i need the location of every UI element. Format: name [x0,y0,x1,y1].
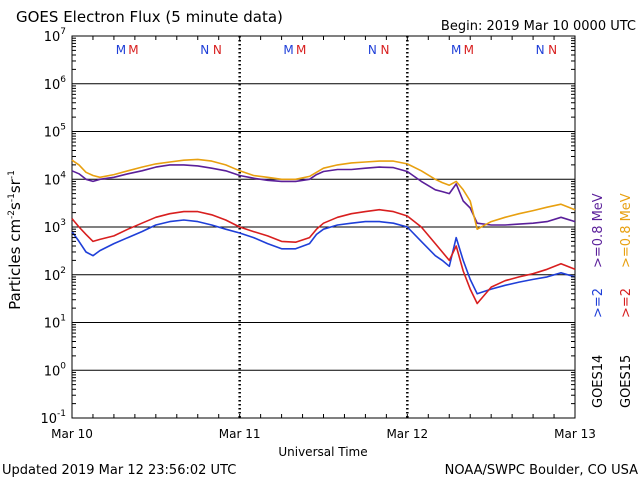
y-tick-base: 10 [44,173,61,188]
series-line [71,158,576,230]
y-tick-label: 10-1 [40,409,66,427]
series-line [71,164,576,226]
y-tick-label: 107 [44,27,66,45]
x-tick-label: Mar 12 [386,427,428,441]
y-tick-base: 10 [44,317,61,332]
y-axis-label-exp2: -1 [7,193,17,202]
x-tick-label: Mar 13 [554,427,596,441]
series-lines [71,158,576,305]
y-tick-label: 103 [44,218,66,236]
mn-marker: N [380,43,389,57]
y-axis-label-end: sr [6,178,24,193]
chart-title: GOES Electron Flux (5 minute data) [16,8,283,26]
legend-goes14-2mev: >=2 [591,288,606,318]
y-tick-exponent: 5 [60,123,66,133]
mn-marker: N [200,43,209,57]
y-axis-label-exp1: -2 [7,210,17,219]
y-tick-label: 105 [44,123,66,141]
mn-marker: N [548,43,557,57]
x-tick-label: Mar 11 [219,427,261,441]
x-axis-label: Universal Time [278,445,367,459]
y-tick-label: 104 [44,170,67,188]
legend-goes15: GOES15 [619,355,634,408]
y-tick-label: 101 [44,314,66,332]
y-tick-base: 10 [44,126,61,141]
mn-marker: N [368,43,377,57]
legend-goes15-2mev: >=2 [619,288,634,318]
series-line [71,219,576,295]
y-tick-base: 10 [44,221,61,236]
y-tick-exponent: -1 [57,409,66,419]
y-axis-label-exp3: -1 [7,170,17,179]
y-axis-label-base: Particles cm [6,219,24,310]
y-axis-label-mid: s [6,202,24,210]
mn-marker: M [451,43,461,57]
y-tick-exponent: 2 [60,266,66,276]
y-tick-base: 10 [40,412,57,427]
mn-marker: M [128,43,138,57]
mn-marker: N [536,43,545,57]
begin-label: Begin: 2019 Mar 10 0000 UTC [441,19,636,34]
y-tick-exponent: 6 [60,75,66,85]
y-tick-exponent: 0 [60,361,66,371]
series-line [71,208,576,305]
y-tick-label: 106 [44,75,67,93]
y-tick-label: 102 [44,266,66,284]
updated-timestamp: Updated 2019 Mar 12 23:56:02 UTC [2,463,236,478]
y-tick-exponent: 7 [60,27,66,37]
y-tick-exponent: 1 [60,314,66,324]
x-tick-label: Mar 10 [51,427,93,441]
mn-marker: M [116,43,126,57]
mn-marker: M [464,43,474,57]
legend-goes15-08mev: >=0.8 MeV [619,193,634,268]
legend-goes14: GOES14 [591,355,606,408]
y-tick-label: 100 [44,361,67,379]
y-tick-base: 10 [44,30,61,45]
y-tick-base: 10 [44,269,61,284]
mn-marker: N [213,43,222,57]
y-tick-base: 10 [44,78,61,93]
mn-marker: M [283,43,293,57]
credit-line: NOAA/SWPC Boulder, CO USA [445,463,638,478]
y-tick-base: 10 [44,364,61,379]
y-axis-label: Particles cm-2s-1sr-1 [6,170,24,310]
mn-marker: M [296,43,306,57]
legend-goes14-08mev: >=0.8 MeV [591,193,606,268]
x-axis-ticks: Mar 10 Mar 11 Mar 12 Mar 13 [51,36,596,441]
legend: GOES14 >=2 >=0.8 MeV GOES15 >=2 >=0.8 Me… [591,193,634,408]
y-tick-exponent: 3 [60,218,66,228]
y-tick-exponent: 4 [60,170,66,180]
